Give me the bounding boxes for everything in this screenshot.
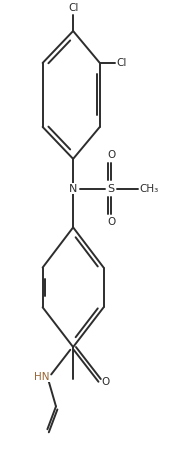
Text: O: O <box>107 150 115 160</box>
Text: Cl: Cl <box>116 58 126 68</box>
Text: O: O <box>102 377 110 387</box>
Text: CH₃: CH₃ <box>139 183 158 194</box>
Text: O: O <box>107 217 115 227</box>
Text: N: N <box>69 183 77 194</box>
Text: HN: HN <box>34 372 49 382</box>
Text: Cl: Cl <box>68 3 78 13</box>
Text: S: S <box>108 183 115 194</box>
